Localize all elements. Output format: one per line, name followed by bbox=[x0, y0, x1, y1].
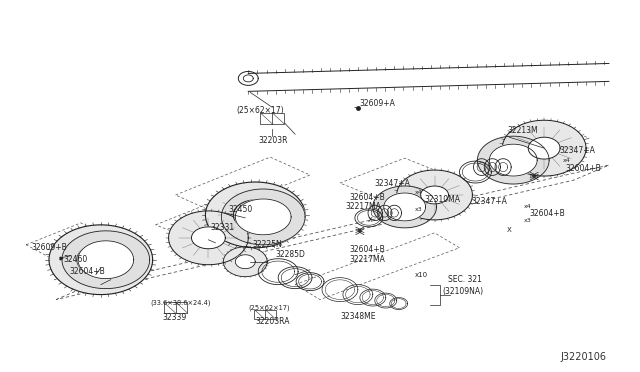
Polygon shape bbox=[234, 200, 277, 230]
Text: 32604+B: 32604+B bbox=[350, 245, 386, 254]
Polygon shape bbox=[384, 193, 426, 221]
Text: x4: x4 bbox=[563, 158, 571, 163]
Polygon shape bbox=[373, 186, 436, 228]
Polygon shape bbox=[236, 199, 291, 235]
Text: X: X bbox=[507, 227, 511, 233]
Polygon shape bbox=[49, 225, 152, 295]
Polygon shape bbox=[62, 231, 150, 289]
Text: x4: x4 bbox=[415, 190, 422, 195]
Polygon shape bbox=[78, 241, 134, 279]
Polygon shape bbox=[477, 136, 549, 184]
Text: x10: x10 bbox=[415, 272, 428, 278]
Text: (33.6×38.6×24.4): (33.6×38.6×24.4) bbox=[150, 299, 211, 306]
Polygon shape bbox=[77, 244, 125, 276]
Polygon shape bbox=[502, 120, 586, 176]
Bar bbox=[254, 310, 276, 320]
Text: 32339: 32339 bbox=[163, 313, 187, 322]
Text: 32609+B: 32609+B bbox=[31, 243, 67, 252]
Text: 32348ME: 32348ME bbox=[340, 312, 376, 321]
Text: J3220106: J3220106 bbox=[561, 352, 607, 362]
Bar bbox=[164, 302, 188, 313]
Text: 32347+A: 32347+A bbox=[559, 145, 595, 155]
Polygon shape bbox=[223, 247, 267, 277]
Polygon shape bbox=[191, 227, 225, 249]
Text: 32225N: 32225N bbox=[252, 240, 282, 249]
Text: 32604+B: 32604+B bbox=[350, 193, 386, 202]
Text: 32450: 32450 bbox=[228, 205, 253, 214]
Text: 32604+B: 32604+B bbox=[529, 209, 565, 218]
Text: 32285D: 32285D bbox=[275, 250, 305, 259]
Text: 32604+B: 32604+B bbox=[69, 267, 105, 276]
Polygon shape bbox=[528, 137, 560, 159]
Polygon shape bbox=[236, 255, 255, 269]
Text: 32604+B: 32604+B bbox=[565, 164, 601, 173]
Text: x3: x3 bbox=[415, 208, 422, 212]
Polygon shape bbox=[221, 189, 305, 245]
Text: (32109NA): (32109NA) bbox=[442, 287, 484, 296]
Text: SEC. 321: SEC. 321 bbox=[447, 275, 481, 284]
Bar bbox=[260, 113, 284, 124]
Text: 32460: 32460 bbox=[63, 255, 87, 264]
Text: 32217MA: 32217MA bbox=[345, 202, 381, 211]
Text: 32310MA: 32310MA bbox=[424, 195, 461, 205]
Text: 32203RA: 32203RA bbox=[255, 317, 290, 326]
Polygon shape bbox=[420, 186, 449, 204]
Text: 32609+A: 32609+A bbox=[360, 99, 396, 108]
Text: 32331: 32331 bbox=[211, 223, 234, 232]
Polygon shape bbox=[397, 170, 472, 220]
Text: 32347+A: 32347+A bbox=[375, 179, 411, 187]
Text: x4: x4 bbox=[524, 205, 532, 209]
Text: (25×62×17): (25×62×17) bbox=[236, 106, 284, 115]
Text: (25×62×17): (25×62×17) bbox=[248, 304, 290, 311]
Text: 32213M: 32213M bbox=[508, 126, 538, 135]
Text: X: X bbox=[367, 217, 372, 223]
Polygon shape bbox=[205, 182, 305, 248]
Text: 32347+A: 32347+A bbox=[472, 198, 508, 206]
Text: x3: x3 bbox=[524, 218, 532, 223]
Polygon shape bbox=[490, 144, 537, 176]
Polygon shape bbox=[168, 211, 248, 265]
Text: 32217MA: 32217MA bbox=[350, 255, 386, 264]
Text: 32203R: 32203R bbox=[259, 136, 288, 145]
